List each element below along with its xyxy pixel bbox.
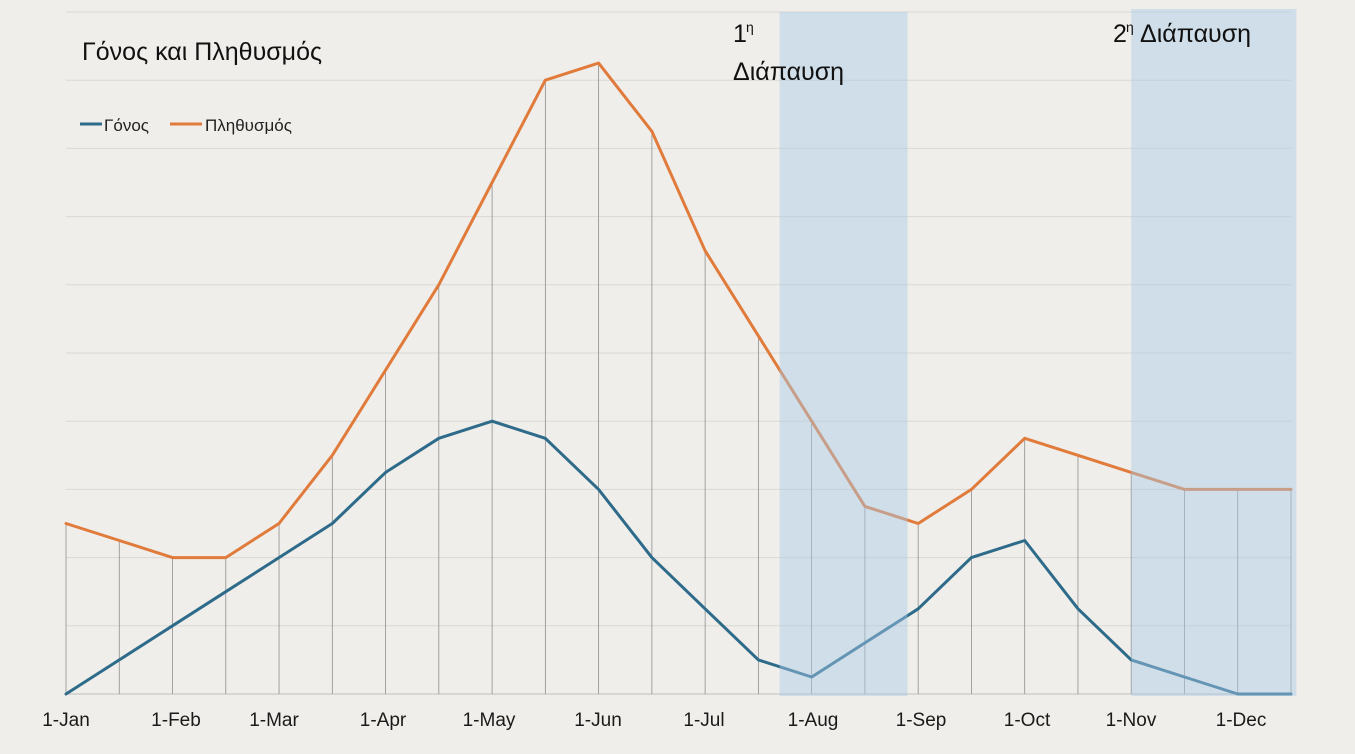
series-line-gonos xyxy=(64,419,1293,696)
x-tick-label: 1-Sep xyxy=(896,710,947,731)
diapause-2-number: 2 xyxy=(1113,20,1127,48)
chart-title: Γόνος και Πληθυσμός xyxy=(82,38,322,66)
x-tick-label: 1-Oct xyxy=(1004,710,1051,731)
diapause-band-2 xyxy=(1131,9,1297,696)
x-tick-label: 1-Aug xyxy=(788,710,839,731)
x-tick-label: 1-Feb xyxy=(151,710,201,731)
diapause-1-sup: η xyxy=(746,19,754,35)
x-tick-label: 1-Jan xyxy=(42,710,90,731)
diapause-2-sup: η xyxy=(1126,19,1134,35)
diapause-band-overlay xyxy=(779,9,1297,696)
diapause-1-text: Διάπαυση xyxy=(733,58,844,86)
legend-label-gonos: Γόνος xyxy=(104,116,149,135)
x-tick-label: 1-Nov xyxy=(1106,710,1157,731)
x-tick-label: 1-Jun xyxy=(574,710,622,731)
x-tick-label: 1-Apr xyxy=(360,710,407,731)
x-tick-label: 1-Mar xyxy=(249,710,299,731)
x-tick-label: 1-Jul xyxy=(683,710,724,731)
x-axis-ticks: 1-Jan 1-Feb 1-Mar 1-Apr 1-May 1-Jun 1-Jul 1-Aug… xyxy=(42,710,1266,731)
x-tick-label: 1-Dec xyxy=(1216,710,1267,731)
diapause-1-number: 1 xyxy=(733,20,747,48)
diapause-band-1 xyxy=(779,12,908,696)
gridlines xyxy=(66,11,1291,695)
series-line-plithysmos xyxy=(64,61,1293,560)
legend-label-plithysmos: Πληθυσμός xyxy=(205,116,292,135)
legend: Γόνος Πληθυσμός xyxy=(80,116,292,135)
x-tick-label: 1-May xyxy=(463,710,516,731)
series-lines xyxy=(64,61,1293,696)
diapause-2-text: Διάπαυση xyxy=(1140,20,1251,48)
drop-lines xyxy=(65,63,1292,694)
